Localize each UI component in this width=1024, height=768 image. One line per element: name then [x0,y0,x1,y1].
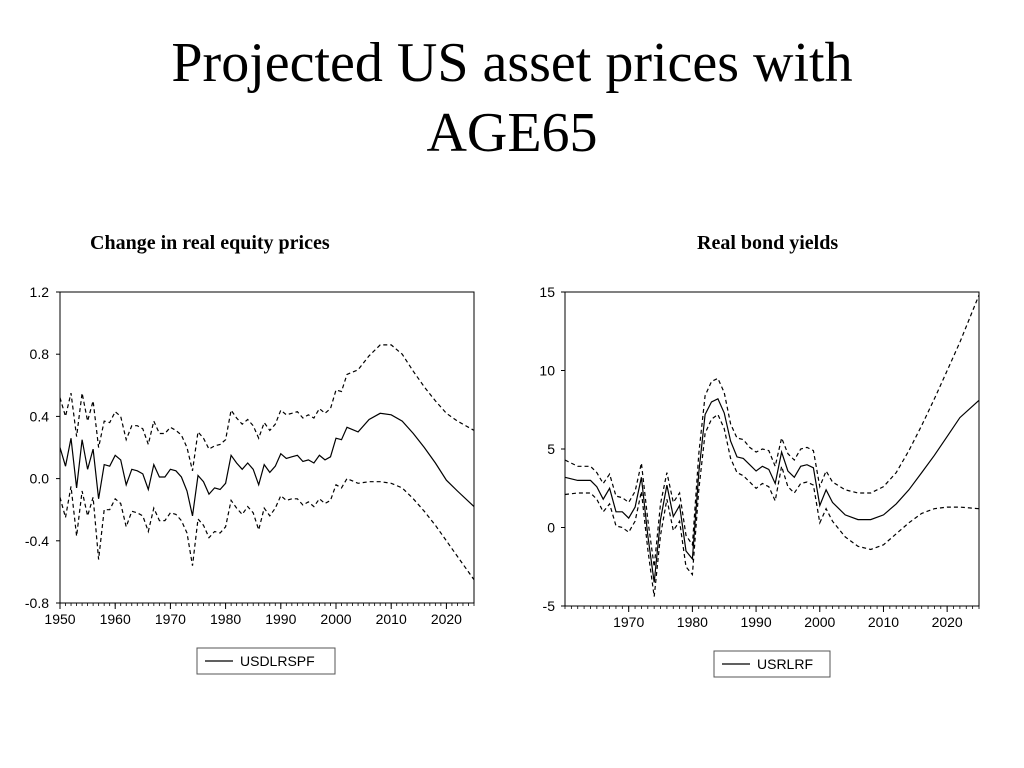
equity-lower-band-line [59,477,475,581]
equity-x-tick-label: 1950 [44,611,75,627]
bond-x-tick-label: 2020 [932,614,963,630]
bond-y-tick-label: 0 [547,520,555,536]
bond-chart: -5 0 5 10 15 1970 1980 1990 2000 2010 2020 USRLRF [539,284,980,678]
slide-title-line1: Projected US asset prices with [171,32,853,94]
equity-x-tick-label: 1980 [210,611,241,627]
bond-plot-frame [564,291,980,607]
equity-y-tick-label: -0.8 [25,595,49,611]
equity-x-tick-label: 2000 [320,611,351,627]
bond-x-tick-label: 2000 [804,614,835,630]
bond-legend-label: USRLRF [757,656,813,672]
slide-title-line2: AGE65 [426,102,598,164]
bond-y-tick-label: -5 [543,598,556,614]
equity-x-tick-label: 2020 [431,611,462,627]
equity-series-line [59,412,475,517]
equity-x-tick-label: 2010 [376,611,407,627]
equity-x-tick-label: 1970 [155,611,186,627]
equity-y-tick-label: 1.2 [30,284,50,300]
equity-upper-band-line [59,344,475,471]
equity-x-tick-label: 1960 [100,611,131,627]
bond-chart-title: Real bond yields [697,232,839,254]
bond-x-tick-label: 1970 [613,614,644,630]
bond-x-tick-label: 1990 [740,614,771,630]
equity-plot-frame [59,291,475,604]
equity-x-tick-label: 1990 [265,611,296,627]
equity-y-tick-label: 0.0 [30,471,50,487]
equity-legend-label: USDLRSPF [240,653,315,669]
bond-series-line [564,397,980,583]
bond-x-tick-label: 2010 [868,614,899,630]
bond-x-tick-label: 1980 [677,614,708,630]
equity-y-tick-label: 0.4 [30,408,50,424]
bond-lower-band-line [564,413,980,597]
slide-title: Projected US asset prices with AGE65 [0,28,1024,168]
equity-chart: -0.8 -0.4 0.0 0.4 0.8 1.2 1950 1960 1970 1980 1990… [25,284,475,675]
bond-y-tick-label: 15 [539,284,555,300]
equity-chart-title: Change in real equity prices [90,232,330,254]
equity-y-tick-label: -0.4 [25,533,49,549]
bond-y-tick-label: 5 [547,441,555,457]
equity-legend-box [196,647,336,675]
equity-y-tick-label: 0.8 [30,346,50,362]
bond-y-tick-label: 10 [539,363,555,379]
bond-upper-band-line [564,294,980,567]
